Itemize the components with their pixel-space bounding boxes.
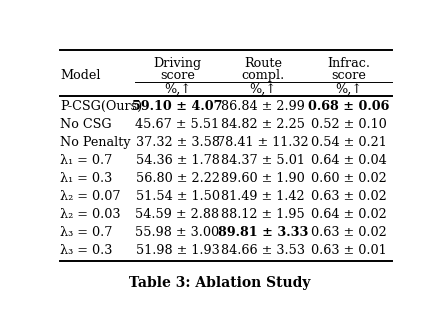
Text: 89.60 ± 1.90: 89.60 ± 1.90 (221, 172, 305, 185)
Text: 0.54 ± 0.21: 0.54 ± 0.21 (311, 136, 386, 149)
Text: 59.10 ± 4.07: 59.10 ± 4.07 (132, 100, 223, 113)
Text: Model: Model (60, 69, 101, 82)
Text: 51.98 ± 1.93: 51.98 ± 1.93 (136, 244, 220, 258)
Text: λ₃ = 0.7: λ₃ = 0.7 (60, 227, 113, 239)
Text: score: score (160, 69, 195, 82)
Text: No Penalty: No Penalty (60, 136, 131, 149)
Text: λ₁ = 0.3: λ₁ = 0.3 (60, 172, 113, 185)
Text: 56.80 ± 2.22: 56.80 ± 2.22 (136, 172, 220, 185)
Text: 37.32 ± 3.58: 37.32 ± 3.58 (136, 136, 220, 149)
Text: 0.60 ± 0.02: 0.60 ± 0.02 (311, 172, 386, 185)
Text: 78.41 ± 11.32: 78.41 ± 11.32 (217, 136, 309, 149)
Text: No CSG: No CSG (60, 118, 112, 131)
Text: 84.37 ± 5.01: 84.37 ± 5.01 (221, 154, 305, 167)
Text: compl.: compl. (241, 69, 285, 82)
Text: %,↑: %,↑ (250, 83, 276, 96)
Text: score: score (331, 69, 366, 82)
Text: Route: Route (244, 57, 282, 70)
Text: 86.84 ± 2.99: 86.84 ± 2.99 (221, 100, 305, 113)
Text: 0.68 ± 0.06: 0.68 ± 0.06 (308, 100, 389, 113)
Text: %,↑: %,↑ (164, 83, 191, 96)
Text: Driving: Driving (154, 57, 202, 70)
Text: P-CSG(Ours): P-CSG(Ours) (60, 100, 143, 113)
Text: λ₁ = 0.7: λ₁ = 0.7 (60, 154, 113, 167)
Text: λ₂ = 0.07: λ₂ = 0.07 (60, 190, 121, 203)
Text: 0.63 ± 0.01: 0.63 ± 0.01 (311, 244, 386, 258)
Text: 54.36 ± 1.78: 54.36 ± 1.78 (136, 154, 220, 167)
Text: 0.64 ± 0.02: 0.64 ± 0.02 (311, 208, 386, 221)
Text: 84.82 ± 2.25: 84.82 ± 2.25 (221, 118, 305, 131)
Text: Table 3: Ablation Study: Table 3: Ablation Study (128, 275, 310, 289)
Text: %,↑: %,↑ (335, 83, 362, 96)
Text: Infrac.: Infrac. (327, 57, 370, 70)
Text: 84.66 ± 3.53: 84.66 ± 3.53 (221, 244, 305, 258)
Text: 0.64 ± 0.04: 0.64 ± 0.04 (311, 154, 386, 167)
Text: 45.67 ± 5.51: 45.67 ± 5.51 (136, 118, 220, 131)
Text: 0.63 ± 0.02: 0.63 ± 0.02 (311, 227, 386, 239)
Text: 0.63 ± 0.02: 0.63 ± 0.02 (311, 190, 386, 203)
Text: 55.98 ± 3.00: 55.98 ± 3.00 (136, 227, 220, 239)
Text: 89.81 ± 3.33: 89.81 ± 3.33 (218, 227, 308, 239)
Text: 0.52 ± 0.10: 0.52 ± 0.10 (311, 118, 386, 131)
Text: 81.49 ± 1.42: 81.49 ± 1.42 (221, 190, 305, 203)
Text: 54.59 ± 2.88: 54.59 ± 2.88 (136, 208, 220, 221)
Text: 51.54 ± 1.50: 51.54 ± 1.50 (136, 190, 220, 203)
Text: 88.12 ± 1.95: 88.12 ± 1.95 (221, 208, 305, 221)
Text: λ₃ = 0.3: λ₃ = 0.3 (60, 244, 113, 258)
Text: λ₂ = 0.03: λ₂ = 0.03 (60, 208, 121, 221)
